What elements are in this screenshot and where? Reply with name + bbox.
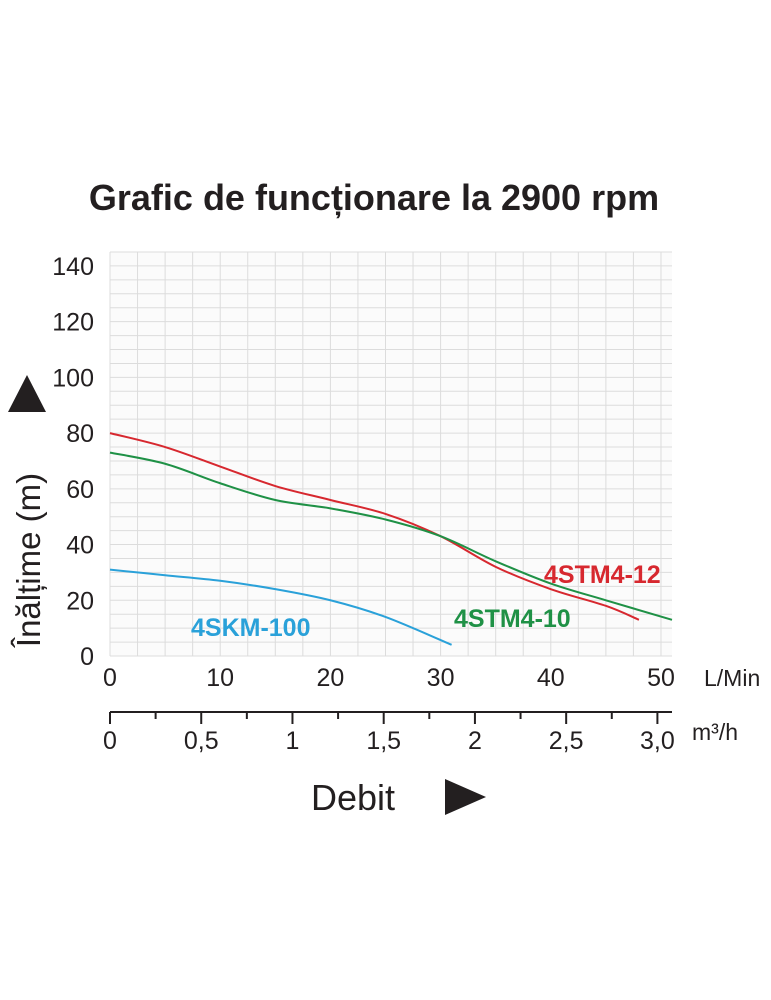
x-tick-label: 50 (647, 664, 675, 692)
y-tick-label: 140 (52, 253, 94, 281)
x-tick-label: 20 (316, 664, 344, 692)
series-label-4stm4-12: 4STM4-12 (544, 561, 661, 589)
y-tick-label: 0 (80, 643, 94, 671)
x-tick-label: 0 (103, 664, 117, 692)
series-line-4stm4-10 (109, 451, 673, 621)
x2-tick-label: 0,5 (184, 727, 219, 755)
x-unit-secondary: m³/h (692, 719, 738, 745)
y-tick-label: 80 (66, 420, 94, 448)
x2-tick-label: 1,5 (366, 727, 401, 755)
y-tick-label: 120 (52, 309, 94, 337)
x-tick-label: 40 (537, 664, 565, 692)
y-axis-label: Înălțime (m) (10, 473, 47, 648)
x-tick-label: 10 (206, 664, 234, 692)
x2-tick-label: 1 (286, 727, 300, 755)
x-tick-labels: 0 10 20 30 40 50 (103, 664, 675, 692)
series-lines (109, 432, 673, 646)
x2-tick-label: 0 (103, 727, 117, 755)
series-line-4stm4-12 (109, 432, 640, 621)
series-line-4skm-100 (109, 568, 452, 646)
series-label-4stm4-10: 4STM4-10 (454, 605, 571, 633)
y-tick-label: 60 (66, 476, 94, 504)
chart-title: Grafic de funcționare la 2900 rpm (89, 177, 659, 219)
x-arrow-icon (445, 779, 486, 815)
x-unit-primary: L/Min (704, 665, 760, 691)
x-axis-label: Debit (311, 777, 395, 818)
y-tick-label: 40 (66, 532, 94, 560)
x2-tick-label: 3,0 (640, 727, 675, 755)
y-tick-label: 20 (66, 587, 94, 615)
grid (109, 251, 672, 657)
series-label-4skm-100: 4SKM-100 (191, 614, 311, 642)
x-tick-label: 30 (427, 664, 455, 692)
series-labels: 4STM4-12 4STM4-10 4SKM-100 (191, 561, 661, 642)
x2-tick-label: 2 (468, 727, 482, 755)
x2-tick-label: 2,5 (549, 727, 584, 755)
y-arrow-icon (8, 375, 46, 412)
y-tick-label: 100 (52, 364, 94, 392)
y-tick-labels: 0 20 40 60 80 100 120 140 (52, 253, 94, 671)
secondary-x-axis: 0 0,5 1 1,5 2 2,5 3,0 (103, 711, 675, 755)
